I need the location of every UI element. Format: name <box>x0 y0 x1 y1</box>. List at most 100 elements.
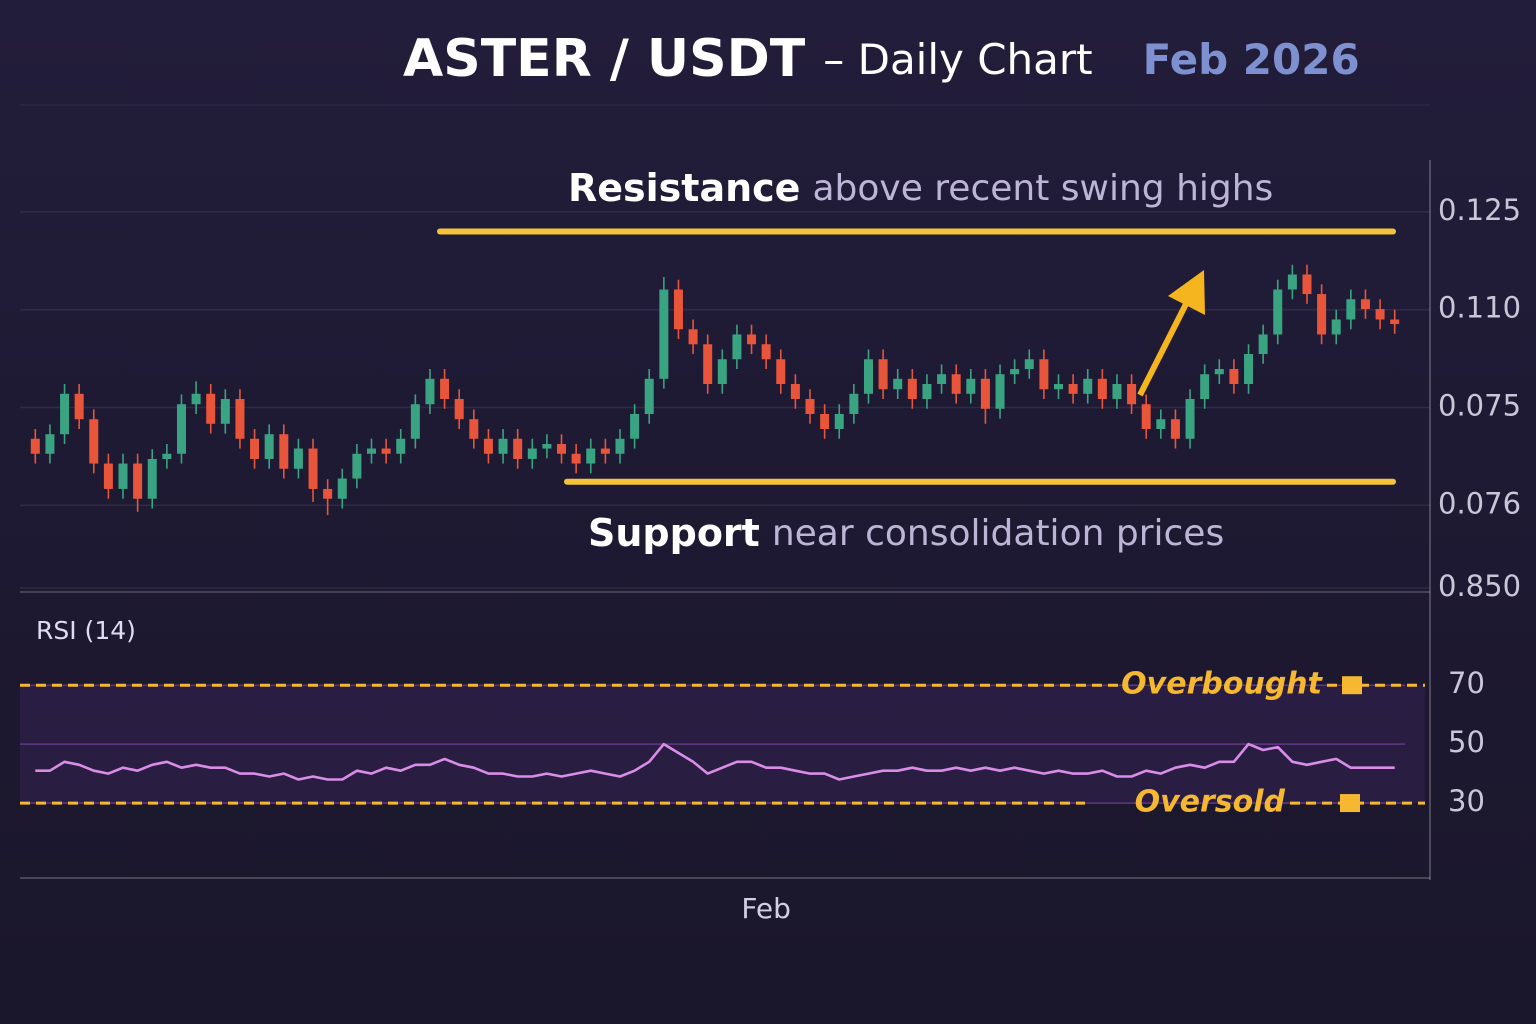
resistance-label: Resistance above recent swing highs <box>568 166 1273 210</box>
candle-body <box>863 359 873 394</box>
chart-title: ASTER / USDT – Daily Chart Feb 2026 <box>403 29 1360 89</box>
candle-body <box>469 419 479 439</box>
candle-body <box>776 359 786 385</box>
title-sub: – Daily Chart <box>823 35 1092 84</box>
candle-body <box>381 448 391 454</box>
candle-body <box>893 378 903 390</box>
candle-body <box>235 399 245 439</box>
candle-body <box>337 478 347 499</box>
candle-body <box>790 384 800 400</box>
candle-body <box>498 438 508 454</box>
candle-body <box>557 443 567 454</box>
x-tick-label: Feb <box>741 892 791 925</box>
candle-body <box>89 419 99 464</box>
candle-body <box>1156 419 1166 429</box>
resistance-text: above recent swing highs <box>812 168 1273 209</box>
candle-body <box>761 344 771 360</box>
candle-body <box>1083 378 1093 394</box>
candle-body <box>1200 374 1210 400</box>
candle-body <box>834 414 844 429</box>
candle-body <box>176 404 186 454</box>
candle-body <box>937 374 947 385</box>
candle-body <box>542 443 552 449</box>
candle-body <box>162 453 172 459</box>
candle-body <box>1112 384 1122 400</box>
y-tick-label: 0.075 <box>1438 388 1521 422</box>
candle-body <box>995 374 1005 409</box>
candle-body <box>922 384 932 400</box>
candle-body <box>527 448 537 459</box>
support-label: Support near consolidation prices <box>588 511 1224 555</box>
candle-body <box>1375 309 1385 320</box>
breakout-arrow <box>1137 270 1205 397</box>
candle-body <box>60 393 70 435</box>
candle-body <box>45 434 55 454</box>
title-date: Feb 2026 <box>1143 35 1360 84</box>
candle-body <box>396 438 406 454</box>
candle-body <box>980 378 990 409</box>
candle-body <box>323 488 333 499</box>
candle-body <box>1273 289 1283 335</box>
candle-body <box>1068 384 1078 394</box>
candle-body <box>703 344 713 385</box>
candle-body <box>644 378 654 414</box>
candle-body <box>74 393 84 420</box>
candle-body <box>673 289 683 330</box>
candle-body <box>1244 354 1254 385</box>
candle-body <box>1229 369 1239 385</box>
candle-body <box>1024 359 1034 370</box>
candle-body <box>630 414 640 439</box>
candle-body <box>1258 334 1268 355</box>
candle-body <box>118 463 128 489</box>
candle-body <box>951 374 961 394</box>
candle-body <box>966 378 976 394</box>
candle-body <box>410 404 420 439</box>
candle-body <box>1010 369 1020 375</box>
candle-body <box>907 378 917 400</box>
y-tick-label: 50 <box>1448 725 1485 759</box>
candle-body <box>1185 399 1195 439</box>
candle-body <box>133 463 143 499</box>
y-tick-label: 0.110 <box>1438 291 1521 325</box>
arrow-head <box>1168 270 1205 315</box>
candle-body <box>1214 369 1224 375</box>
candle-body <box>1360 299 1370 310</box>
support-text: near consolidation prices <box>772 513 1224 554</box>
candle-body <box>1317 294 1327 335</box>
candle-body <box>586 448 596 464</box>
resistance-title: Resistance <box>568 166 800 210</box>
candle-body <box>849 393 859 414</box>
candle-body <box>513 438 523 459</box>
candle-body <box>600 448 610 454</box>
candle-body <box>571 453 581 464</box>
oversold-marker <box>1340 794 1360 813</box>
candle-body <box>206 393 216 424</box>
y-tick-label: 0.125 <box>1438 193 1521 227</box>
candle-body <box>1054 384 1063 390</box>
candle-body <box>483 438 493 454</box>
candle-body <box>1302 274 1312 295</box>
candle-body <box>147 458 157 499</box>
candle-body <box>659 289 669 379</box>
candle-body <box>352 453 362 479</box>
candle-body <box>615 438 625 454</box>
candle-body <box>250 438 260 459</box>
arrow-shaft <box>1137 298 1191 397</box>
rsi-line <box>35 742 1395 781</box>
candle-body <box>1287 274 1297 290</box>
candle-body <box>1127 384 1137 405</box>
y-tick-label: 30 <box>1448 784 1485 818</box>
y-tick-label: 70 <box>1448 666 1485 700</box>
candle-body <box>878 359 888 390</box>
candle-body <box>30 438 40 454</box>
candle-body <box>688 329 698 345</box>
candle-body <box>103 463 113 489</box>
candle-body <box>747 334 757 345</box>
candle-body <box>1390 319 1400 325</box>
candle-body <box>367 448 376 454</box>
candle-body <box>805 399 815 414</box>
candle-body <box>820 414 830 429</box>
